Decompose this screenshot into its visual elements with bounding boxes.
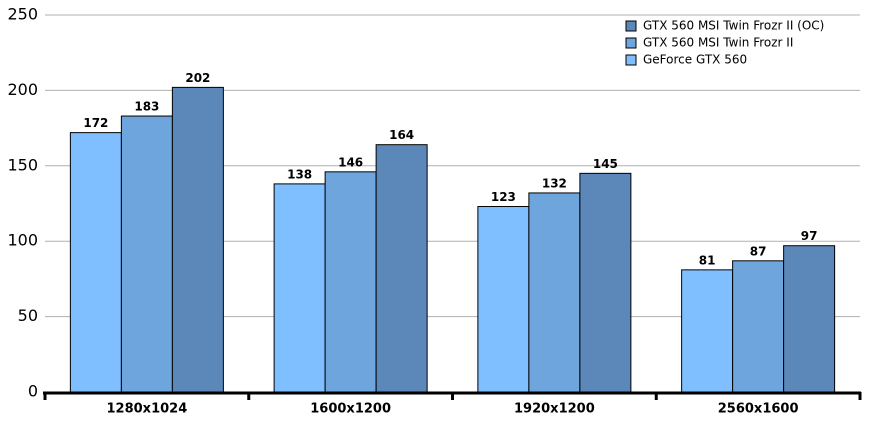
bar [681,269,734,393]
legend-swatch [625,20,637,32]
legend-swatch [625,54,637,66]
y-tick-label: 0 [28,382,38,401]
bar [732,260,785,393]
value-label: 123 [491,190,516,204]
value-label: 145 [593,157,618,171]
x-tick-label: 1920x1200 [514,402,595,417]
value-label: 202 [185,71,210,85]
bar [528,192,581,393]
y-tick-label: 150 [7,155,38,174]
x-tick-label: 2560x1600 [718,402,799,417]
x-tick-label: 1600x1200 [310,402,391,417]
bar [477,206,530,393]
value-label: 87 [750,244,767,258]
value-label: 138 [287,167,312,181]
value-label: 81 [699,253,716,267]
value-label: 183 [134,100,159,114]
value-label: 132 [542,176,567,190]
y-tick-label: 50 [18,306,38,325]
legend-label: GTX 560 MSI Twin Frozr II (OC) [643,19,824,33]
x-tick-label: 1280x1024 [107,402,188,417]
value-label: 146 [338,155,363,169]
value-label: 97 [801,229,818,243]
bar [120,115,173,393]
legend-label: GeForce GTX 560 [643,53,747,67]
value-label: 172 [83,116,108,130]
bar [579,172,632,393]
legend-swatch [625,37,637,49]
bar [324,171,377,393]
y-tick-label: 200 [7,80,38,99]
bar [375,144,428,393]
bar [273,183,326,393]
value-label: 164 [389,128,414,142]
legend-label: GTX 560 MSI Twin Frozr II [643,36,793,50]
bar [783,245,836,393]
bar [69,132,122,393]
y-tick-label: 250 [7,5,38,24]
y-tick-label: 100 [7,231,38,250]
bar [171,86,224,393]
